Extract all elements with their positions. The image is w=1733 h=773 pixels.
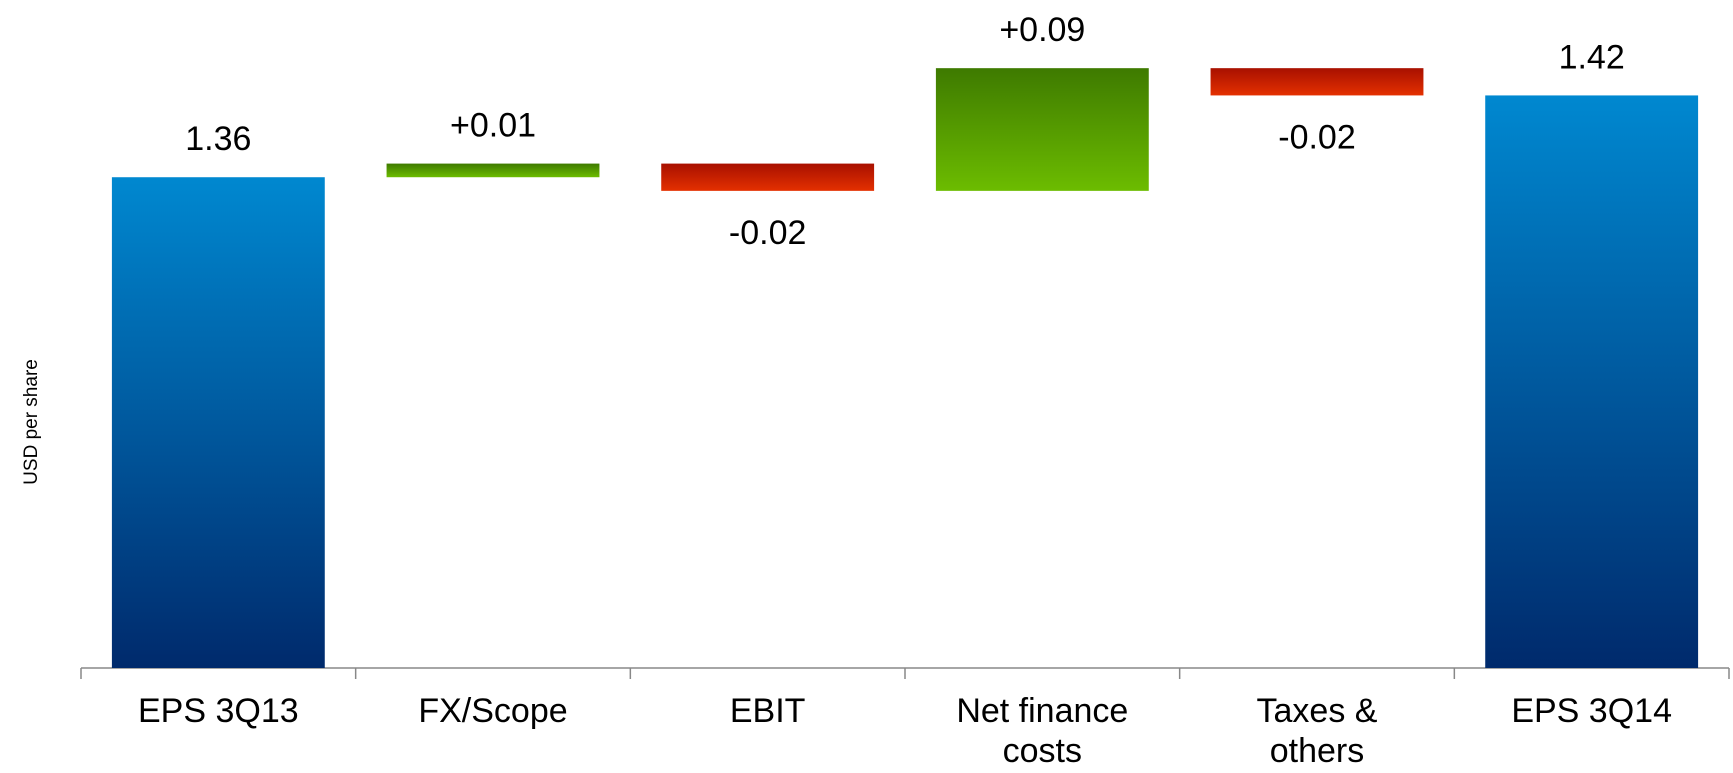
x-tick-label: EBIT bbox=[729, 692, 806, 730]
x-tick-label: Net finance costs bbox=[956, 692, 1129, 770]
x-tick-label: FX/Scope bbox=[418, 692, 568, 730]
x-tick-label: Taxes & others bbox=[1256, 692, 1378, 770]
bar bbox=[111, 177, 325, 668]
value-label: +0.09 bbox=[999, 11, 1085, 49]
value-label: -0.02 bbox=[1278, 118, 1356, 156]
x-tick-label: EPS 3Q14 bbox=[1511, 692, 1672, 730]
value-label: +0.01 bbox=[450, 107, 536, 145]
value-label: -0.02 bbox=[729, 214, 807, 252]
bar bbox=[661, 163, 875, 191]
bar bbox=[935, 68, 1149, 191]
value-label: 1.42 bbox=[1559, 38, 1625, 76]
y-axis-label: USD per share bbox=[21, 359, 42, 485]
bar bbox=[1210, 68, 1424, 96]
x-tick-label: EPS 3Q13 bbox=[138, 692, 299, 730]
bar bbox=[1485, 95, 1699, 668]
value-label: 1.36 bbox=[185, 120, 251, 158]
bar bbox=[386, 163, 600, 178]
